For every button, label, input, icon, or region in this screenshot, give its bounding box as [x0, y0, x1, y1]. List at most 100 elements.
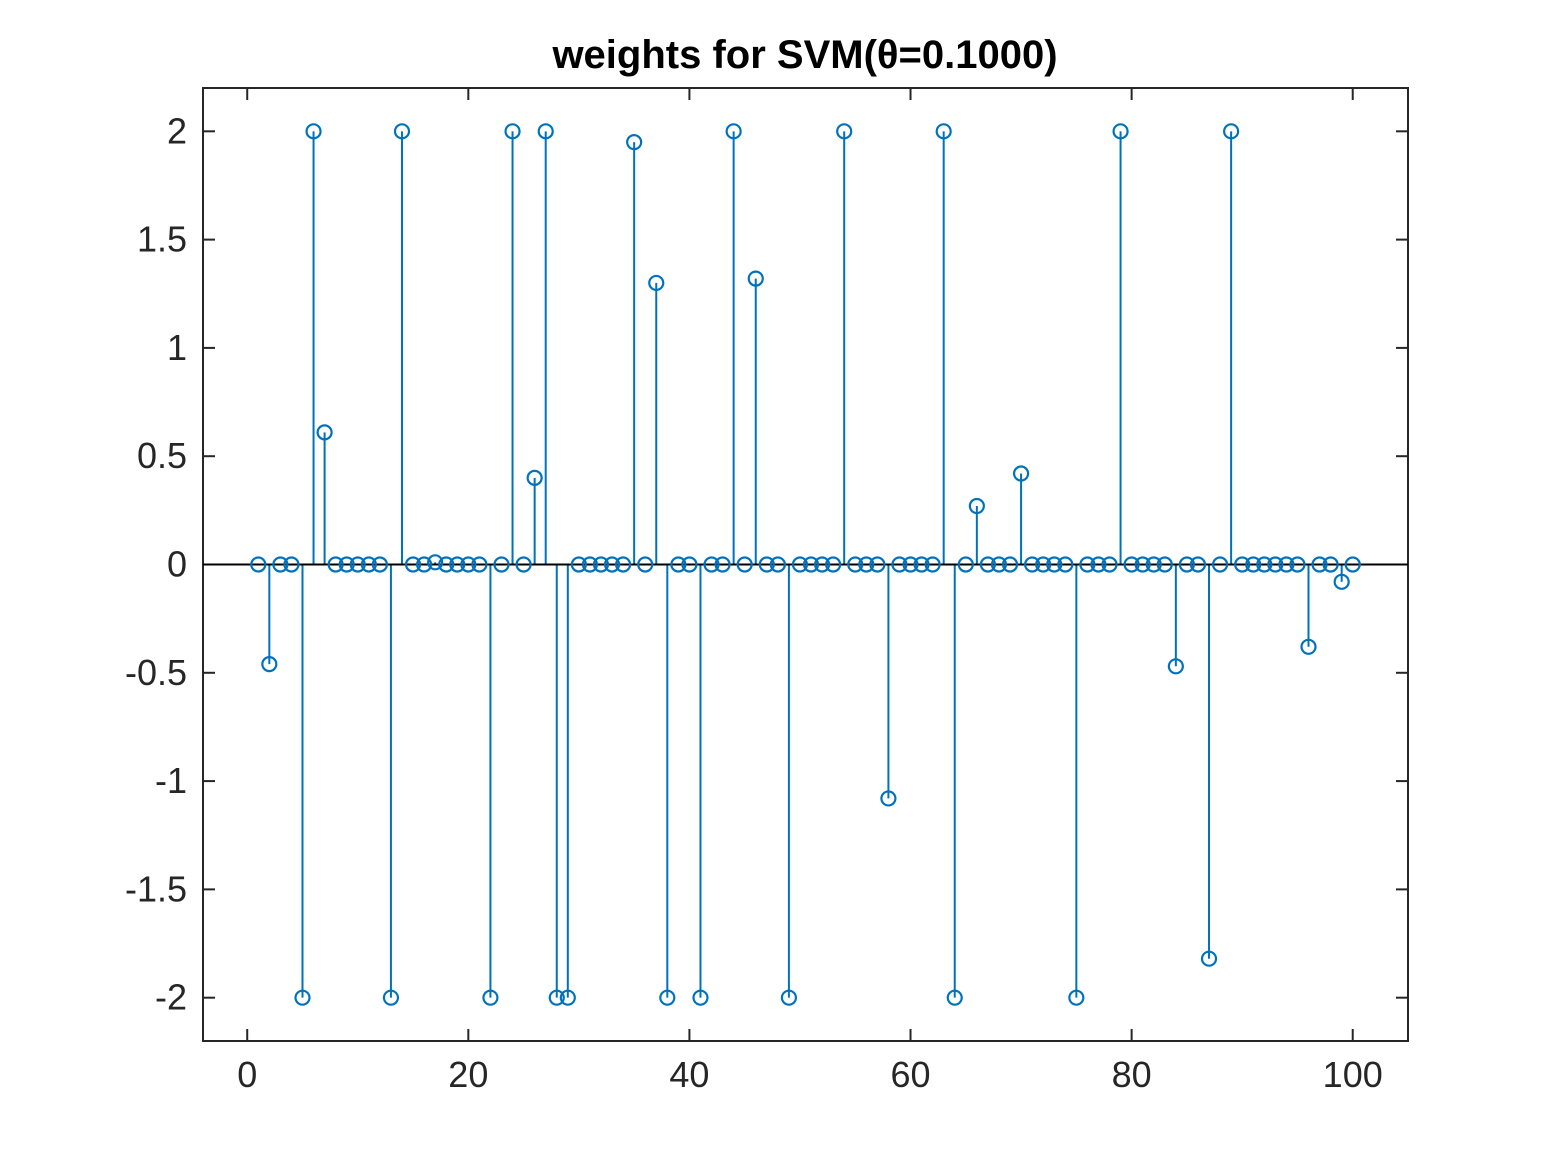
y-tick-label: -0.5 [125, 652, 187, 693]
stem-marker [283, 556, 300, 573]
stem-marker [382, 989, 400, 1006]
stem-marker [272, 556, 289, 573]
chart-title: weights for SVM(θ=0.1000) [551, 33, 1057, 77]
stem-marker [1234, 556, 1251, 573]
stem-marker [570, 556, 587, 573]
stem-marker [780, 989, 798, 1006]
stem-marker [968, 497, 985, 515]
stem-marker [990, 556, 1008, 573]
stem-marker [449, 556, 466, 573]
x-tick-label: 60 [890, 1054, 930, 1095]
stem-marker [825, 556, 842, 573]
stem-marker [891, 556, 908, 573]
stem-marker [648, 274, 665, 292]
y-tick-label: -1.5 [125, 868, 187, 909]
stem-marker [1035, 556, 1052, 573]
stem-marker [703, 556, 720, 573]
stem-marker [1178, 556, 1195, 573]
y-tick-label: -1 [155, 760, 187, 801]
stem-marker [614, 556, 632, 573]
stem-marker [1289, 556, 1306, 573]
stem-marker [1024, 556, 1041, 573]
stem-marker [460, 556, 477, 573]
stem-marker [316, 424, 333, 441]
y-tick-label: 1.5 [137, 219, 187, 260]
stem-marker [1344, 556, 1361, 573]
stem-marker [327, 556, 344, 573]
stem-marker [349, 556, 366, 573]
stem-marker [836, 123, 853, 140]
x-tick-label: 0 [237, 1054, 257, 1095]
stem-marker [581, 556, 599, 573]
stem-marker [813, 556, 831, 573]
stem-marker [1256, 556, 1273, 573]
stem-marker [626, 134, 643, 151]
stem-marker [758, 556, 775, 573]
stem-marker [1001, 556, 1019, 573]
stem-marker [393, 123, 411, 140]
stem-marker [504, 123, 521, 140]
stem-marker [1145, 556, 1162, 573]
stem-markers [250, 123, 1361, 1006]
stem-marker [791, 556, 809, 573]
stem-marker [515, 556, 532, 573]
stem-marker [1112, 123, 1129, 140]
y-tick-label: -2 [155, 977, 187, 1018]
stem-marker [592, 556, 610, 573]
stem-marker [1322, 556, 1339, 573]
stem-marker [880, 790, 897, 807]
stem-marker [603, 556, 621, 573]
stem-marker [1046, 556, 1063, 573]
stem-marker [261, 656, 278, 673]
stem-marker [1012, 465, 1030, 482]
stem-marker [1134, 556, 1151, 573]
stem-marker [869, 556, 886, 573]
stem-marker [1278, 556, 1295, 573]
stem-marker [913, 556, 930, 573]
stem-marker [1156, 556, 1173, 573]
stem-marker [1200, 950, 1218, 967]
stem-marker [1333, 573, 1350, 590]
stem-marker [1068, 989, 1085, 1006]
stem-marker [1167, 658, 1184, 675]
stem-marker [802, 556, 820, 573]
stem-marker [250, 556, 267, 573]
stem-marker [946, 989, 963, 1006]
stem-marker [548, 989, 565, 1006]
y-tick-label: 2 [167, 110, 187, 151]
stem-marker [736, 556, 753, 573]
stem-marker [438, 556, 455, 573]
stem-marker [482, 989, 499, 1006]
stem-marker [902, 556, 919, 573]
y-tick-label: 1 [167, 327, 187, 368]
stem-marker [935, 123, 952, 140]
stem-marker [659, 989, 676, 1006]
stem-marker [924, 556, 941, 573]
stem-marker [769, 556, 786, 573]
stem-marker [493, 556, 510, 573]
stem-marker [692, 989, 709, 1006]
stem-marker [747, 270, 764, 287]
x-tick-label: 20 [448, 1054, 488, 1095]
stem-marker [371, 556, 388, 573]
stem-marker [526, 469, 543, 486]
stem-marker [847, 556, 864, 573]
stem-marker [1123, 556, 1140, 573]
stem-marker [637, 556, 654, 573]
stem-marker [681, 556, 698, 573]
stem-marker [1223, 123, 1240, 140]
stem-marker [979, 556, 997, 573]
stem-marker [1300, 638, 1317, 655]
stem-marker [725, 123, 742, 140]
y-tick-label: 0.5 [137, 435, 187, 476]
stem-marker [1311, 556, 1328, 573]
stem-marker [559, 989, 576, 1006]
y-tick-label: 0 [167, 544, 187, 585]
stem-marker [360, 556, 377, 573]
stem-marker [1245, 556, 1262, 573]
stem-marker [1211, 556, 1229, 573]
stem-marker [427, 554, 444, 571]
stem-marker [1101, 556, 1118, 573]
stem-marker [305, 123, 322, 140]
